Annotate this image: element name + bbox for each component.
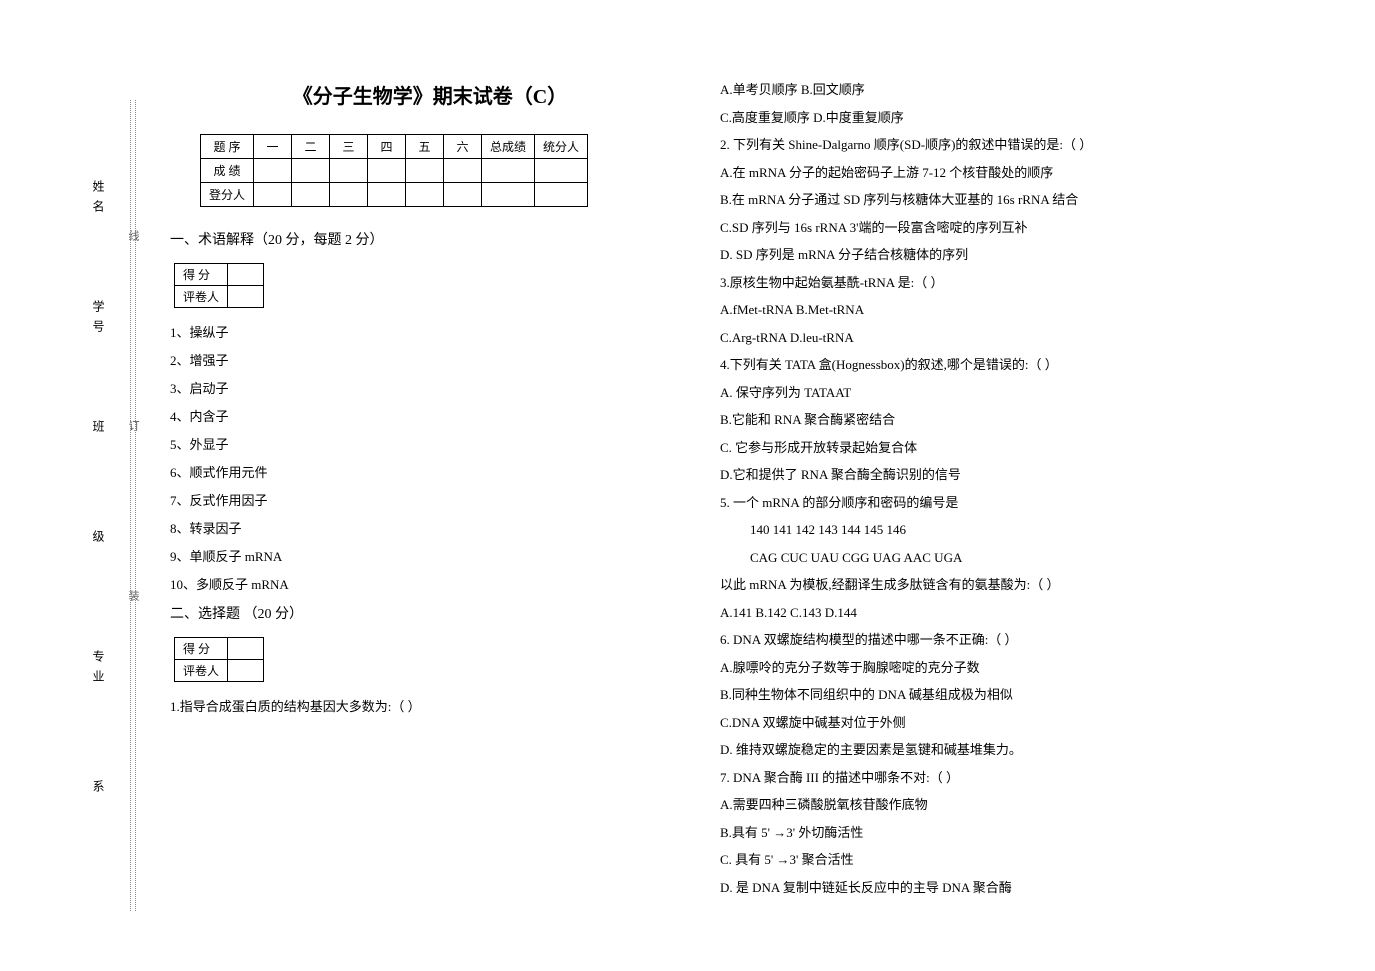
term-item: 6、顺式作用元件 [170,462,690,481]
term-item: 1、操纵子 [170,322,690,341]
question-text: 140 141 142 143 144 145 146 [720,520,1340,540]
dotted-line-2 [130,100,131,911]
question-text: A.141 B.142 C.143 D.144 [720,603,1340,623]
cell [330,159,368,183]
question-text: A.单考贝顺序 B.回文顺序 [720,80,1340,100]
term-item: 5、外显子 [170,434,690,453]
question-text: D.它和提供了 RNA 聚合酶全酶识别的信号 [720,465,1340,485]
table-row: 题 序 一 二 三 四 五 六 总成绩 统分人 [201,135,588,159]
col-head: 四 [368,135,406,159]
cell [482,159,535,183]
binding-name: 姓名 [90,180,107,220]
cell [254,183,292,207]
binding-major: 专业 [90,650,107,690]
binding-dept: 系 [90,780,107,800]
question-text: D. 是 DNA 复制中链延长反应中的主导 DNA 聚合酶 [720,878,1340,898]
row-label: 登分人 [201,183,254,207]
cell [330,183,368,207]
question-text: C.高度重复顺序 D.中度重复顺序 [720,108,1340,128]
grade-table-2: 得 分 评卷人 [174,637,264,682]
term-item: 7、反式作用因子 [170,490,690,509]
grader-label: 评卷人 [175,660,228,682]
grader-cell [228,660,264,682]
col-head: 五 [406,135,444,159]
cell [482,183,535,207]
question-text: A.腺嘌呤的克分子数等于胸腺嘧啶的克分子数 [720,658,1340,678]
question-text: 1.指导合成蛋白质的结构基因大多数为:（ ） [170,696,690,715]
col-head: 三 [330,135,368,159]
grader-cell [228,286,264,308]
cell [535,159,588,183]
cell [368,183,406,207]
col-head: 二 [292,135,330,159]
col-head: 一 [254,135,292,159]
question-text: C.Arg-tRNA D.leu-tRNA [720,328,1340,348]
binding-grade: 级 [90,530,107,550]
right-column: A.单考贝顺序 B.回文顺序 C.高度重复顺序 D.中度重复顺序 2. 下列有关… [720,80,1340,905]
question-text: 6. DNA 双螺旋结构模型的描述中哪一条不正确:（ ） [720,630,1340,650]
row-label: 题 序 [201,135,254,159]
question-text: C.DNA 双螺旋中碱基对位于外侧 [720,713,1340,733]
grade-label: 得 分 [175,264,228,286]
grade-cell [228,638,264,660]
question-text: C. 具有 5' →3' 聚合活性 [720,850,1340,870]
section2-heading: 二、选择题 （20 分） [170,603,690,623]
term-item: 4、内含子 [170,406,690,425]
cell [406,159,444,183]
question-text: 2. 下列有关 Shine-Dalgarno 顺序(SD-顺序)的叙述中错误的是… [720,135,1340,155]
term-item: 8、转录因子 [170,518,690,537]
grade-label: 得 分 [175,638,228,660]
col-head: 六 [444,135,482,159]
binding-marker-bind: 装 [125,590,141,607]
cell [254,159,292,183]
question-text: 7. DNA 聚合酶 III 的描述中哪条不对:（ ） [720,768,1340,788]
question-text: 4.下列有关 TATA 盒(Hognessbox)的叙述,哪个是错误的:（ ） [720,355,1340,375]
question-text: C. 它参与形成开放转录起始复合体 [720,438,1340,458]
term-item: 2、增强子 [170,350,690,369]
question-text: B.同种生物体不同组织中的 DNA 碱基组成极为相似 [720,685,1340,705]
binding-class: 班 [90,420,107,440]
grader-label: 评卷人 [175,286,228,308]
cell [535,183,588,207]
left-column: 《分子生物学》期末试卷（C） 题 序 一 二 三 四 五 六 总成绩 统分人 成… [170,80,690,724]
cell [292,159,330,183]
binding-strip: 姓名 学号 班 级 专业 系 线 订 装 [80,0,140,971]
question-text: A. 保守序列为 TATAAT [720,383,1340,403]
score-table: 题 序 一 二 三 四 五 六 总成绩 统分人 成 绩 登分人 [200,134,588,207]
grade-table-1: 得 分 评卷人 [174,263,264,308]
section1-heading: 一、术语解释（20 分，每题 2 分） [170,229,690,249]
table-row: 登分人 [201,183,588,207]
question-text: A.fMet-tRNA B.Met-tRNA [720,300,1340,320]
binding-marker-line: 线 [125,230,141,247]
question-text: 以此 mRNA 为模板,经翻译生成多肽链含有的氨基酸为:（ ） [720,575,1340,595]
col-head: 总成绩 [482,135,535,159]
question-text: 5. 一个 mRNA 的部分顺序和密码的编号是 [720,493,1340,513]
term-item: 3、启动子 [170,378,690,397]
row-label: 成 绩 [201,159,254,183]
question-text: B.在 mRNA 分子通过 SD 序列与核糖体大亚基的 16s rRNA 结合 [720,190,1340,210]
question-text: C.SD 序列与 16s rRNA 3'端的一段富含嘧啶的序列互补 [720,218,1340,238]
col-head: 统分人 [535,135,588,159]
cell [444,159,482,183]
question-text: A.需要四种三磷酸脱氧核苷酸作底物 [720,795,1340,815]
question-text: 3.原核生物中起始氨基酰-tRNA 是:（ ） [720,273,1340,293]
cell [444,183,482,207]
binding-marker-fold: 订 [125,420,141,437]
question-text: B.具有 5' →3' 外切酶活性 [720,823,1340,843]
grade-cell [228,264,264,286]
question-text: CAG CUC UAU CGG UAG AAC UGA [720,548,1340,568]
dotted-line [135,100,136,911]
term-item: 9、单顺反子 mRNA [170,546,690,565]
binding-id: 学号 [90,300,107,340]
question-text: B.它能和 RNA 聚合酶紧密结合 [720,410,1340,430]
cell [406,183,444,207]
question-text: D. 维持双螺旋稳定的主要因素是氢键和碱基堆集力。 [720,740,1340,760]
question-text: A.在 mRNA 分子的起始密码子上游 7-12 个核苷酸处的顺序 [720,163,1340,183]
table-row: 成 绩 [201,159,588,183]
cell [368,159,406,183]
question-text: D. SD 序列是 mRNA 分子结合核糖体的序列 [720,245,1340,265]
exam-title: 《分子生物学》期末试卷（C） [170,80,690,109]
term-item: 10、多顺反子 mRNA [170,574,690,593]
cell [292,183,330,207]
